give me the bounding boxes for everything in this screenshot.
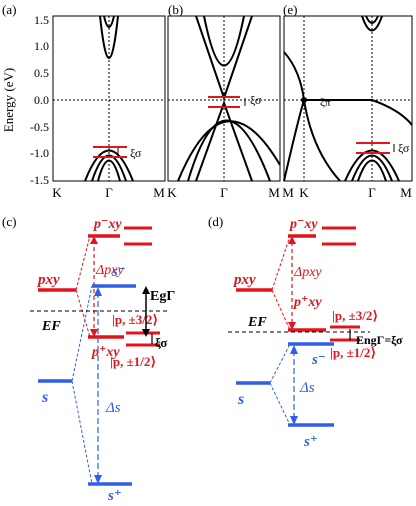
pxy-label: pxy — [232, 272, 256, 288]
pxy-plus-label: p⁺xy — [293, 295, 322, 310]
connector — [75, 235, 91, 291]
arrow-head — [288, 236, 296, 244]
pxy-minus-label: p⁻xy — [93, 217, 122, 232]
connector — [75, 289, 91, 338]
y-tick-label: 0.5 — [34, 66, 49, 80]
connector — [269, 382, 291, 426]
dirac-point — [301, 97, 307, 103]
s-minus-label: s⁻ — [311, 352, 326, 368]
arrow-head — [290, 416, 298, 425]
k-label: K — [299, 185, 309, 200]
delta-s-label: Δs — [299, 380, 315, 396]
y-tick-label: 0.0 — [34, 93, 49, 107]
arrow-head — [142, 286, 150, 294]
conduction-band — [99, 15, 119, 59]
k-label: M — [268, 185, 280, 200]
connector — [71, 285, 93, 382]
k-label: Γ — [220, 185, 228, 200]
panel-c: (c) pxy p⁻xy Δpxy p⁺xy |p, ±3/2⟩ |p, ±1/… — [2, 214, 175, 504]
s-minus-label: s⁻ — [111, 264, 126, 280]
xi-sigma-label: ξσ — [155, 335, 167, 350]
pxy-minus-label: p⁻xy — [289, 217, 318, 232]
valence-band — [97, 159, 121, 182]
conduction-band — [361, 15, 383, 32]
connector — [71, 380, 93, 485]
state-32-label: |p, ±3/2⟩ — [112, 312, 158, 327]
delta-s-label: Δs — [105, 400, 121, 416]
k-tick-labels: M K Γ M — [282, 185, 412, 200]
panel-d: (d) pxy p⁻xy Δpxy p⁺xy |p, ±3/2⟩ |p, ±1/… — [208, 214, 403, 450]
state-32-label: |p, ±3/2⟩ — [332, 308, 378, 323]
conduction-band — [365, 15, 379, 24]
panel-label-b: (b) — [168, 2, 183, 17]
arrow-head — [90, 329, 98, 337]
arrow-head — [142, 329, 150, 337]
k-tick-labels: K Γ M — [167, 185, 280, 200]
arrow-head — [94, 287, 102, 296]
s-plus-label: s⁺ — [107, 488, 122, 504]
panel-e-frame — [283, 15, 413, 182]
pxy-label: pxy — [36, 272, 60, 288]
panel-b: ξσ K Γ M — [167, 15, 281, 200]
valence-band — [344, 149, 400, 182]
panel-e: ξσ ξπ M K Γ M — [282, 15, 413, 200]
valence-band — [351, 154, 393, 182]
valence-band — [357, 159, 387, 182]
arrow-head — [90, 236, 98, 244]
y-tick-label: 1.5 — [34, 13, 49, 27]
ef-label: EF — [41, 319, 61, 334]
conduction-band — [203, 15, 245, 67]
panel-label-e: (e) — [283, 2, 297, 17]
valence-band — [91, 154, 127, 182]
ef-label: EF — [247, 315, 267, 330]
valence-band — [84, 149, 134, 182]
arrow-head — [288, 322, 296, 330]
k-label: Γ — [368, 185, 376, 200]
delta-pxy-label: Δpxy — [293, 265, 322, 280]
panel-label-d: (d) — [208, 214, 223, 229]
state-12-label: |p, ±1/2⟩ — [330, 345, 376, 360]
k-label: M — [400, 185, 412, 200]
k-tick-labels: K Γ M — [52, 185, 165, 200]
panel-a: ξσ K Γ M — [52, 15, 166, 200]
y-tick-label: 1.0 — [34, 39, 49, 53]
k-label: K — [167, 185, 177, 200]
xi-sigma-label: ξσ — [398, 141, 410, 155]
delta-pxy-label: Δpxy — [95, 263, 124, 278]
dirac-band — [283, 98, 413, 182]
s-label: s — [41, 389, 48, 406]
y-tick-label: -1.5 — [30, 173, 49, 187]
y-tick-labels: 1.5 1.0 0.5 0.0 -0.5 -1.0 -1.5 — [30, 13, 49, 187]
eg-label: EgΓ — [150, 289, 175, 304]
k-label: M — [153, 185, 165, 200]
k-label: K — [52, 185, 62, 200]
connector — [271, 289, 291, 331]
k-label: Γ — [105, 185, 113, 200]
eng-label: EngΓ=ξσ — [356, 333, 403, 347]
arrow-head — [94, 475, 102, 484]
xi-sigma-label: ξσ — [250, 93, 262, 107]
state-12-label: |p, ±1/2⟩ — [110, 354, 156, 369]
panel-label-a: (a) — [2, 2, 16, 17]
y-tick-label: -1.0 — [30, 146, 49, 160]
dirac-band — [283, 51, 341, 182]
connector — [269, 343, 291, 384]
y-tick-label: -0.5 — [30, 120, 49, 134]
k-label: M — [282, 185, 294, 200]
connector — [271, 235, 291, 291]
arrow-head — [290, 345, 298, 354]
s-label: s — [237, 391, 244, 408]
xi-pi-label: ξπ — [320, 97, 331, 109]
panel-label-c: (c) — [2, 214, 16, 229]
valence-band — [195, 100, 253, 182]
y-axis-label: Energy (eV) — [1, 68, 16, 132]
xi-sigma-label: ξσ — [130, 146, 142, 160]
valence-band — [177, 120, 281, 182]
conduction-band — [103, 15, 115, 28]
s-plus-label: s⁺ — [303, 434, 318, 450]
